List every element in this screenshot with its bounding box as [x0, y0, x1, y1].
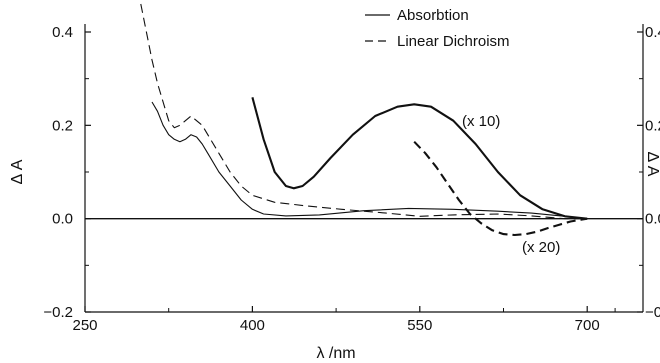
x-tick-label: 700 [575, 317, 600, 334]
series-line-0 [151, 101, 588, 220]
annotations: (x 10) (x 20) [462, 113, 560, 256]
annotation-x10: (x 10) [462, 113, 500, 130]
x-axis-label: λ /nm [316, 345, 355, 362]
series-line-2 [251, 97, 588, 220]
legend: Absorbtion Linear Dichroism [365, 7, 510, 50]
y-tick-label-right: 0.2 [645, 117, 660, 134]
x-tick-label: 550 [407, 317, 432, 334]
series-line-3 [413, 140, 588, 237]
y-tick-label-right: 0.0 [645, 211, 660, 228]
legend-label-1: Linear Dichroism [397, 33, 510, 50]
y-tick-label-left: 0.4 [52, 24, 73, 41]
series-line-1 [140, 3, 588, 220]
x-tick-label: 400 [240, 317, 265, 334]
y-axis-label: Δ A [9, 159, 26, 184]
x-tick-label: 250 [72, 317, 97, 334]
y-tick-label-left: 0.0 [52, 211, 73, 228]
y-tick-label-left: 0.2 [52, 117, 73, 134]
y-tick-label-right: 0.4 [645, 24, 660, 41]
legend-label-0: Absorbtion [397, 7, 469, 24]
y2-axis-label: Δ A [644, 152, 660, 177]
series-layer [140, 3, 588, 237]
y-tick-label-right: −0.2 [645, 304, 660, 321]
y-tick-label-left: −0.2 [43, 304, 73, 321]
axes: 250 400 550 700 −0.2 −0.2 0.0 0.0 0.2 0.2 0.4 0.4 λ … [9, 24, 660, 362]
annotation-x20: (x 20) [522, 239, 560, 256]
